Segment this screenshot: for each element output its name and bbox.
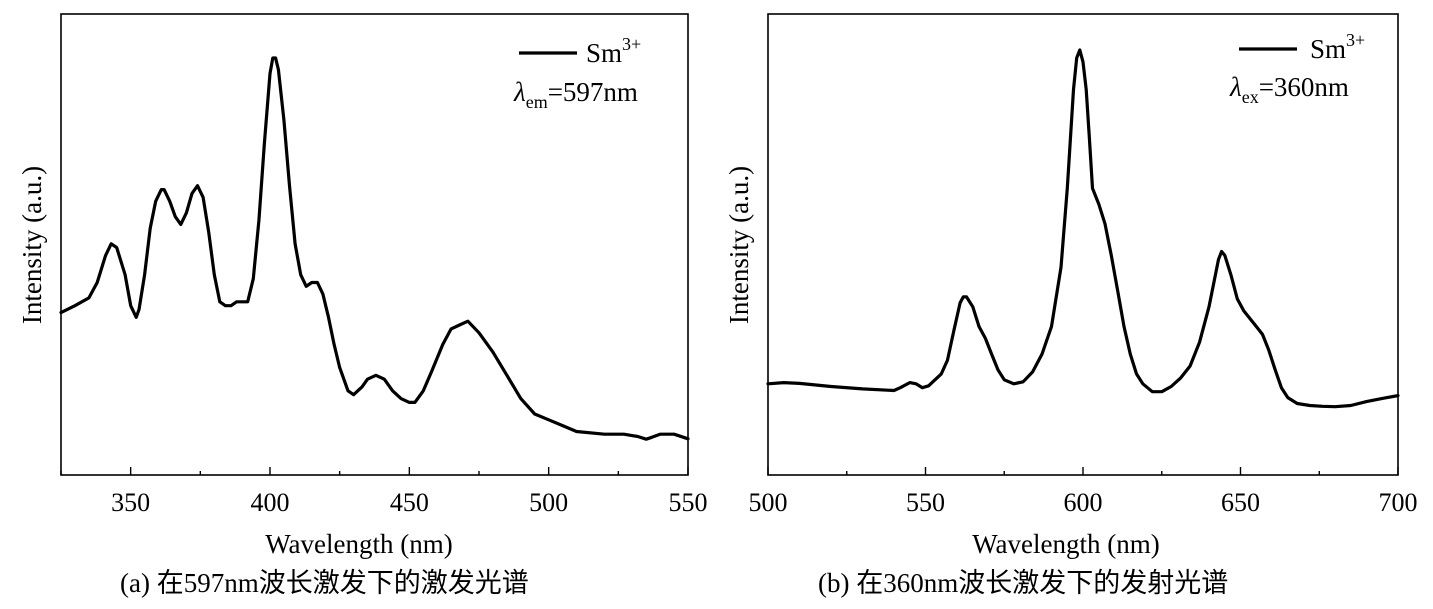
panel-b-legend-condition: λex=360nm [1229,72,1349,107]
panel-b-legend-series-label: Sm3+ [1310,30,1365,64]
panel-b-x-tick-label: 600 [1064,488,1103,517]
panel-a-x-tick-label: 400 [251,488,290,517]
panel-a-x-tick-label: 350 [111,488,150,517]
panel-b-x-axis-label: Wavelength (nm) [972,529,1160,559]
panel-a-legend-condition: λem=597nm [513,77,638,112]
panel-a: 350 400 450 500 550 Wavelength (nm) Intensit… [17,13,708,559]
panel-a-legend: Sm3+ λem=597nm [513,34,641,112]
panel-a-caption: (a) 在597nm波长激发下的激发光谱 [120,568,529,598]
panel-a-legend-series-label: Sm3+ [586,34,641,68]
panel-a-x-ticks: 350 400 450 500 550 [60,467,708,517]
panel-b-y-axis-label: Intensity (a.u.) [724,166,754,324]
panel-b-x-tick-label: 500 [749,488,788,517]
panel-b-series-line [766,48,1400,409]
panel-b-caption: (b) 在360nm波长激发下的发射光谱 [818,568,1229,598]
panel-a-y-axis-label: Intensity (a.u.) [17,166,47,324]
panel-b-x-tick-label: 700 [1379,488,1418,517]
panel-b-legend: Sm3+ λex=360nm [1229,30,1365,107]
panel-b-x-tick-label: 550 [906,488,945,517]
panel-a-x-tick-label: 450 [390,488,429,517]
panel-a-x-tick-label: 500 [529,488,568,517]
panel-a-series-line [59,56,690,441]
panel-b-x-tick-label: 650 [1221,488,1260,517]
panel-b: 500 550 600 650 700 Wavelength (nm) Intensit… [724,13,1418,559]
panel-b-x-ticks: 500 550 600 650 700 [749,467,1418,517]
panel-a-x-tick-label: 550 [669,488,708,517]
panel-a-plot-frame [60,13,689,476]
panel-a-x-axis-label: Wavelength (nm) [265,529,453,559]
